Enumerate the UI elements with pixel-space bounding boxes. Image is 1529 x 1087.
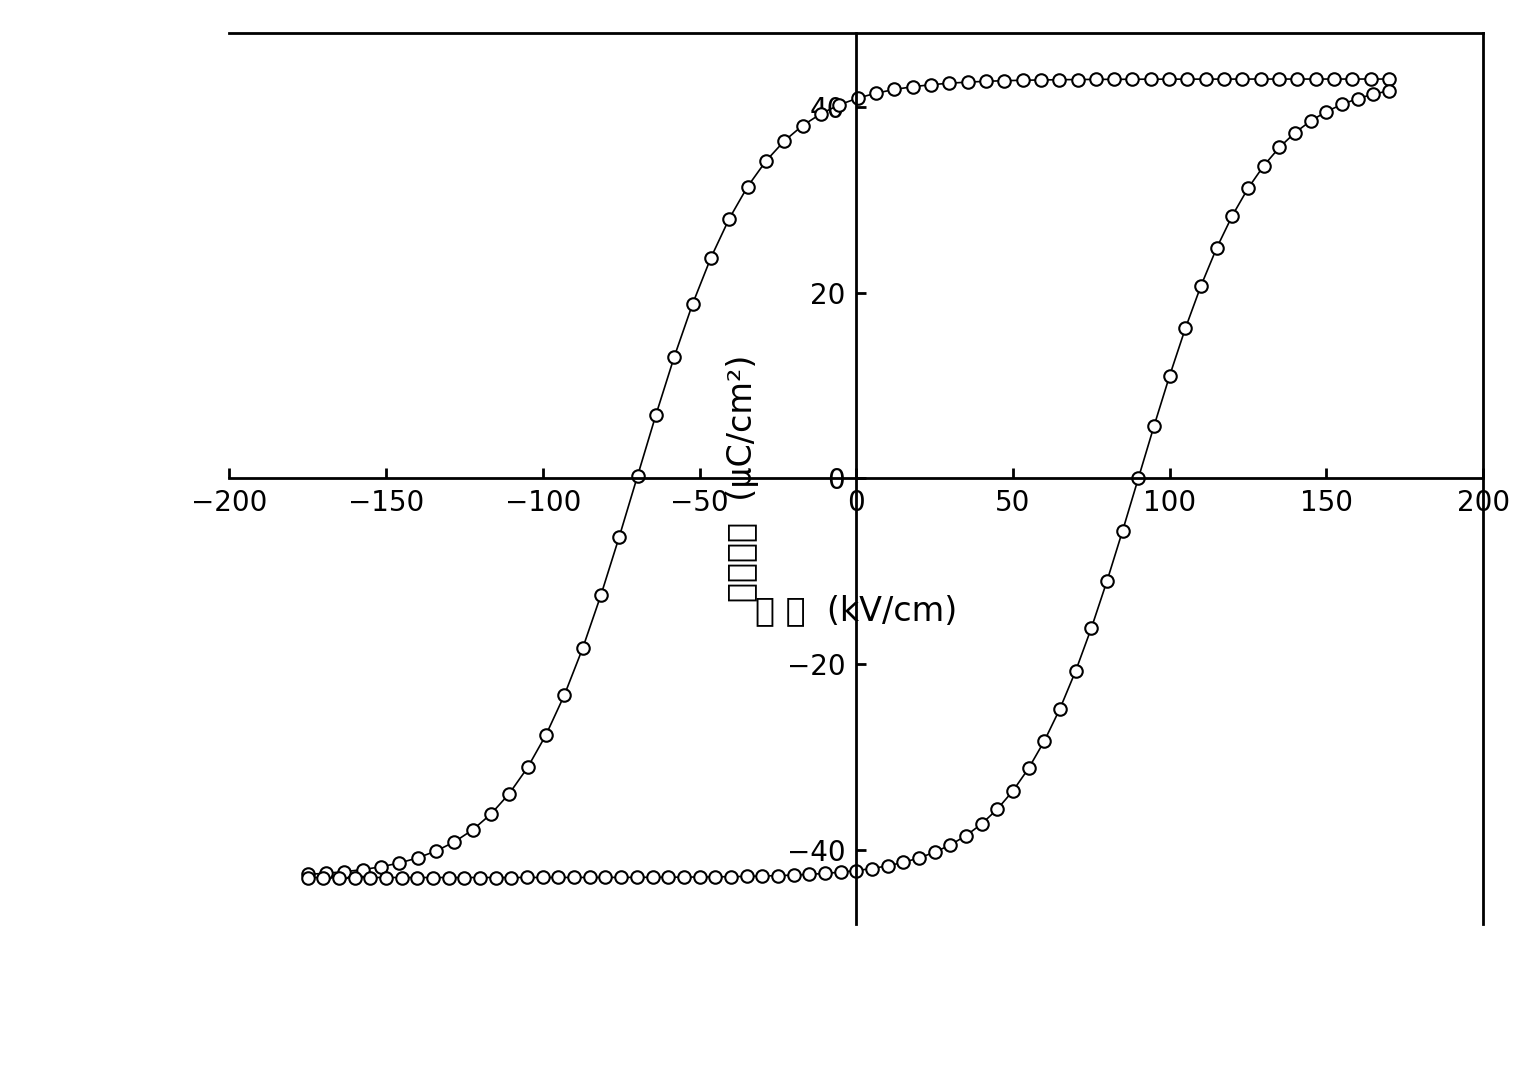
Y-axis label: 极化强度  (μC/cm²): 极化强度 (μC/cm²) [726,354,758,602]
X-axis label: 电 场  (kV/cm): 电 场 (kV/cm) [755,594,957,627]
